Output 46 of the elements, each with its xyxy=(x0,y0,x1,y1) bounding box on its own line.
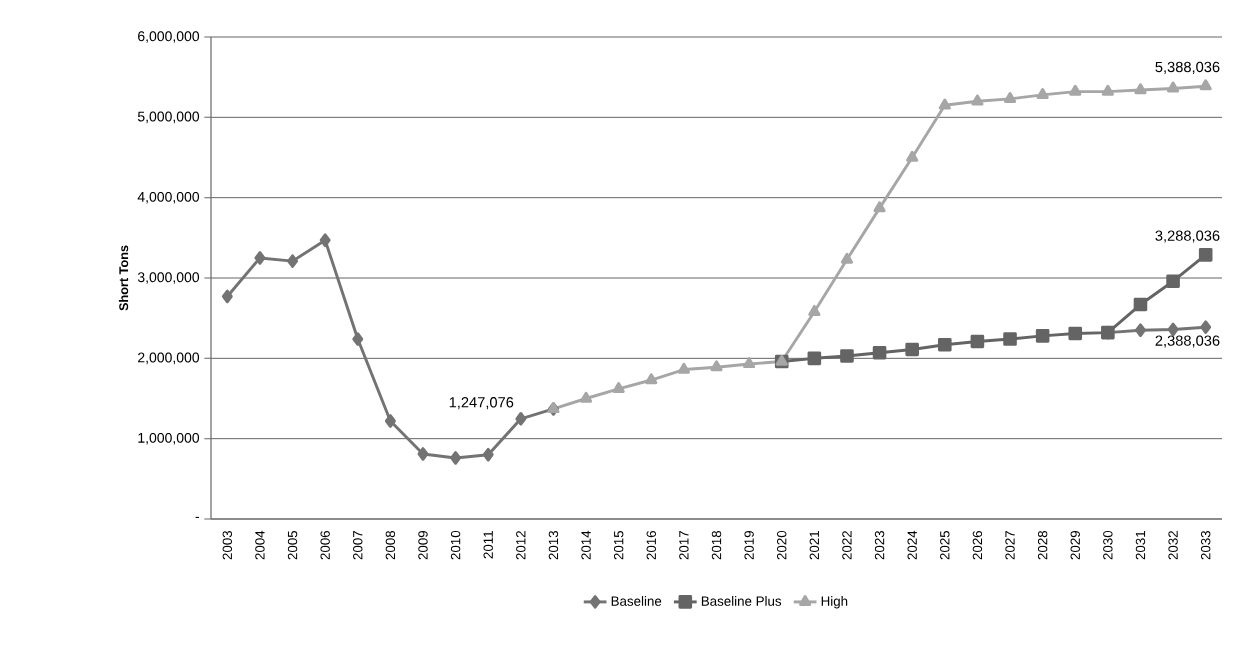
x-tick-label: 2005 xyxy=(287,530,298,560)
x-tick-label: 2006 xyxy=(320,530,330,560)
annotation: 1,247,076 xyxy=(449,397,514,410)
x-tick-label: 2021 xyxy=(809,531,820,560)
y-tick-label: 4,000,000 xyxy=(137,191,200,204)
x-tick-label: 2007 xyxy=(353,531,363,560)
annotation: 2,388,036 xyxy=(1155,335,1220,348)
legend-label: High xyxy=(821,596,848,609)
x-tick-label: 2003 xyxy=(222,530,233,560)
x-tick-label: 2008 xyxy=(385,530,396,560)
x-tick-label: 2025 xyxy=(940,530,950,560)
annotation: 3,288,036 xyxy=(1155,230,1220,243)
y-axis-title: Short Tons xyxy=(118,245,129,311)
x-tick-label: 2017 xyxy=(679,531,689,560)
x-tick-label: 2011 xyxy=(483,531,493,559)
x-tick-label: 2014 xyxy=(581,530,591,560)
annotation: 5,388,036 xyxy=(1155,61,1220,74)
x-tick-label: 2033 xyxy=(1200,530,1211,560)
y-tick-label: - xyxy=(195,516,199,518)
x-tick-label: 2009 xyxy=(418,531,428,560)
y-tick-label: 6,000,000 xyxy=(138,31,200,43)
x-tick-label: 2024 xyxy=(907,530,917,560)
x-tick-label: 2028 xyxy=(1037,530,1048,560)
x-tick-label: 2030 xyxy=(1103,530,1113,560)
x-tick-label: 2010 xyxy=(450,530,461,560)
y-tick-label: 2,000,000 xyxy=(138,352,200,365)
y-tick-label: 1,000,000 xyxy=(138,432,200,445)
x-tick-label: 2022 xyxy=(842,531,852,560)
x-tick-label: 2013 xyxy=(548,530,559,560)
legend-label: Baseline Plus xyxy=(701,596,782,606)
x-tick-label: 2027 xyxy=(1005,531,1015,560)
x-tick-label: 2023 xyxy=(874,530,885,560)
x-tick-label: 2016 xyxy=(646,530,656,560)
y-tick-label: 5,000,000 xyxy=(137,111,200,124)
y-tick-label: 3,000,000 xyxy=(137,272,200,284)
x-tick-label: 2004 xyxy=(255,530,265,560)
x-tick-label: 2032 xyxy=(1168,531,1178,560)
x-tick-label: 2031 xyxy=(1135,531,1146,560)
x-tick-label: 2018 xyxy=(711,530,722,560)
x-tick-label: 2020 xyxy=(777,530,787,560)
x-tick-label: 2012 xyxy=(516,531,526,560)
x-tick-label: 2015 xyxy=(613,530,624,560)
x-tick-label: 2019 xyxy=(744,531,754,560)
x-tick-label: 2026 xyxy=(972,530,983,560)
legend-label: Baseline xyxy=(611,596,662,606)
x-tick-label: 2029 xyxy=(1070,531,1080,560)
